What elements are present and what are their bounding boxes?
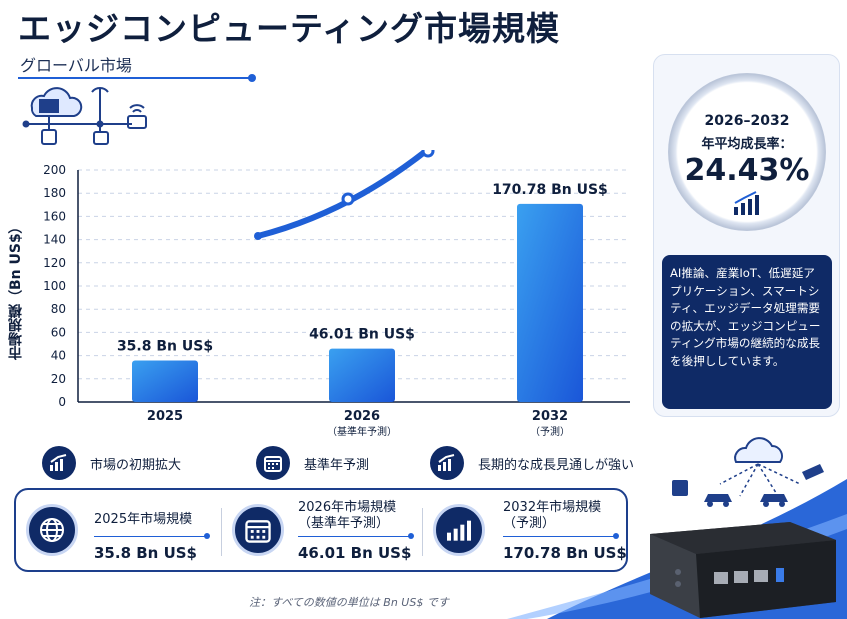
summary-sublabel: （基準年予測） [298,516,390,531]
cagr-period: 2026–2032 [704,113,790,129]
summary-value: 46.01 Bn US$ [298,544,412,562]
trend-point [341,192,355,206]
cagr-badge: 2026–2032 年平均成長率： 24.43% [668,73,826,231]
data-label: 170.78 Bn US$ [492,182,608,198]
summary-item-2025: 2025年市場規模 35.8 Bn US$ [16,490,221,570]
trend-point [254,232,262,240]
edge-device-illustration [650,437,836,618]
cagr-value: 24.43% [684,153,810,188]
market-size-chart: 0 20 40 60 80 100 120 140 160 180 200 35.8 Bn US$ 4… [43,150,630,438]
legend: 市場の初期拡大 基準年予測 長期的な成長見通しが強い [38,445,648,481]
legend-label: 基準年予測 [304,457,370,473]
y-tick-label: 60 [51,325,66,339]
legend-label: 長期的な成長見通しが強い [478,457,635,473]
trend-point [421,150,435,158]
summary-value: 170.78 Bn US$ [503,544,627,562]
y-tick-label: 0 [58,395,66,409]
summary-sublabel: （予測） [503,516,556,531]
summary-label: 2025年市場規模 [94,512,193,527]
page-title: エッジコンピューティング市場規模 [18,9,561,48]
summary-item-2032: 2032年市場規模 （予測） 170.78 Bn US$ [423,490,628,570]
y-tick-label: 140 [43,233,66,247]
y-tick-label: 120 [43,256,66,270]
summary-underline-dot [613,533,619,539]
growth-chart-icon [42,446,76,480]
cagr-panel: 2026–2032 年平均成長率： 24.43% AI推論、産業IoT、低遅延ア… [653,54,840,417]
legend-item: 長期的な成長見通しが強い [430,445,634,481]
y-tick-label: 20 [51,372,66,386]
globe-icon [26,504,78,556]
legend-label: 市場の初期拡大 [90,457,182,473]
page-subtitle: グローバル市場 [20,56,132,75]
growth-trend-arrow [257,150,432,239]
growth-chart-icon [734,191,759,215]
calendar-icon [232,504,284,556]
y-tick-label: 180 [43,186,66,200]
x-tick-sublabel: （基準年予測） [327,425,397,438]
x-tick-label: 2025 [147,409,183,424]
summary-underline [94,536,206,537]
summary-panel: 2025年市場規模 35.8 Bn US$ 2026年市場規模 （基準年予測） … [14,488,628,572]
data-label: 46.01 Bn US$ [309,327,415,343]
summary-underline-dot [204,533,210,539]
subtitle-underline [18,77,252,79]
summary-label: 2032年市場規模 [503,500,602,515]
y-tick-label: 100 [43,279,66,293]
x-tick-sublabel: （予測） [530,425,570,438]
growth-chart-icon [430,446,464,480]
growth-chart-icon [433,504,485,556]
bar-2025 [132,360,198,402]
y-tick-label: 40 [51,349,66,363]
legend-item: 市場の初期拡大 [42,445,181,481]
cloud-network-icon [22,87,147,145]
cagr-label: 年平均成長率： [701,137,793,152]
x-tick-label: 2032 [532,409,568,424]
subtitle-underline-dot [248,74,256,82]
y-tick-label: 160 [43,209,66,223]
data-label: 35.8 Bn US$ [117,338,213,354]
summary-underline [503,536,615,537]
summary-label: 2026年市場規模 [298,500,397,515]
summary-underline [298,536,410,537]
bar-2032 [517,203,583,402]
summary-divider [422,508,423,556]
summary-item-2026: 2026年市場規模 （基準年予測） 46.01 Bn US$ [222,490,422,570]
summary-value: 35.8 Bn US$ [94,544,197,562]
y-tick-label: 200 [43,163,66,177]
description-box: AI推論、産業IoT、低遅延アプリケーション、スマートシティ、エッジデータ処理需… [662,255,832,409]
summary-underline-dot [408,533,414,539]
y-tick-label: 80 [51,302,66,316]
footnote: 注：すべての数値の単位は Bn US$ です [249,596,449,609]
x-tick-label: 2026 [344,409,380,424]
description-text: AI推論、産業IoT、低遅延アプリケーション、スマートシティ、エッジデータ処理需… [670,266,821,368]
bar-2026 [329,348,395,402]
legend-item: 基準年予測 [256,445,369,481]
calendar-icon [256,446,290,480]
summary-divider [221,508,222,556]
